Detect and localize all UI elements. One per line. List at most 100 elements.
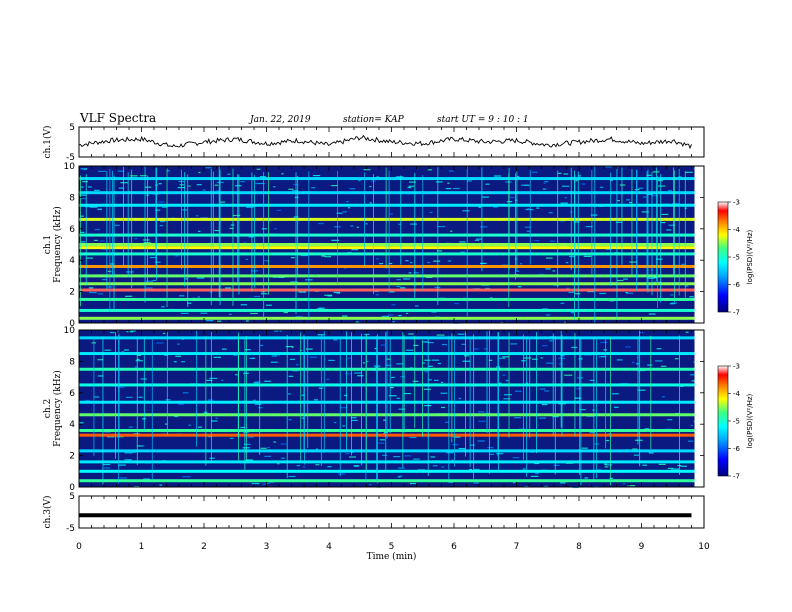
spectrogram-cell (585, 226, 593, 228)
colorbar-gradient (717, 365, 729, 477)
spectrogram-cell (458, 397, 461, 400)
spectrogram-cell (407, 186, 412, 189)
spectrogram-cell (444, 421, 450, 423)
spectrogram-cell (300, 254, 308, 257)
spectrogram-cell (321, 255, 326, 257)
spectrogram-cell (221, 379, 224, 381)
ch1-spectrogram-panel: 0 2 4 6 8 10 ch.1 Frequency (kHz) (43, 162, 705, 329)
spectrogram-cell (97, 375, 104, 377)
spectrogram-cell (667, 467, 674, 469)
spectrogram-cell (687, 440, 694, 442)
spectrogram-cell (118, 464, 126, 466)
spectrogram-cell (445, 188, 452, 190)
spectrogram-cell (642, 196, 647, 198)
ch1-colorbar: -3 -4 -5 -6 -7 log(PSD)(V²/Hz) (717, 199, 754, 317)
spectrogram-cell (542, 345, 548, 347)
spectrogram-cell (271, 355, 278, 357)
spectrogram-cell (345, 453, 349, 455)
spectrogram-cell (597, 469, 602, 471)
spectrogram-cell (205, 167, 212, 169)
spectrogram-cell (451, 459, 454, 461)
spectrogram-cell (637, 389, 646, 391)
spectrogram-cell (447, 260, 452, 262)
y-tick-label: 10 (64, 162, 76, 172)
frequency-band (79, 316, 695, 320)
spectrogram-cell (200, 217, 209, 219)
spectrogram-cell (215, 417, 218, 419)
spectrogram-cell (288, 475, 296, 478)
spectrogram-cell (447, 182, 450, 184)
spectrogram-cell (80, 168, 88, 170)
spectrogram-cell (94, 228, 100, 231)
spectrogram-cell (315, 448, 319, 450)
spectrogram-cell (143, 239, 150, 241)
spectrogram-cell (389, 213, 394, 215)
spectrogram-cell (381, 315, 390, 317)
spectrogram-cell (350, 225, 354, 227)
spectrogram-cell (493, 175, 502, 177)
spectrogram-cell (119, 477, 127, 479)
spectrogram-cell (288, 188, 294, 190)
colorbar-tick-label: -6 (733, 445, 741, 453)
spectrogram-cell (385, 364, 392, 366)
spectrogram-cell (363, 169, 371, 171)
spectrogram-cell (130, 330, 136, 332)
y-tick-label: 2 (69, 452, 75, 462)
spectrogram-cell (541, 403, 548, 406)
spectrogram-cell (627, 485, 636, 487)
spectrogram-cell (506, 200, 513, 203)
spectrogram-cell (188, 185, 191, 187)
spectrogram-cell (341, 315, 348, 317)
spectrogram-cell (512, 456, 520, 459)
spectrogram-cell (429, 211, 433, 214)
spectrogram-cell (114, 224, 120, 226)
frequency-band (79, 469, 695, 473)
spectrogram-cell (604, 463, 608, 465)
spectrogram-cell (389, 291, 395, 293)
spectrogram-cell (570, 312, 575, 314)
spectrogram-cell (616, 359, 623, 361)
spectrogram-cell (589, 379, 595, 382)
spectrogram-cell (185, 278, 188, 280)
spectrogram-cell (211, 420, 218, 422)
spectrogram-cell (539, 417, 546, 419)
spectrogram-cell (648, 452, 654, 454)
spectrogram-cell (97, 359, 103, 361)
spectrogram-cell (143, 478, 150, 480)
spectrogram-cell (545, 314, 551, 316)
spectrogram-cell (93, 396, 100, 398)
spectrogram-cell (469, 444, 475, 446)
spectrogram-cell (80, 241, 86, 243)
y-tick-label: 4 (69, 420, 75, 430)
spectrogram-cell (137, 354, 142, 356)
spectrogram-cell (441, 381, 444, 384)
spectrogram-cell (347, 357, 351, 359)
spectrogram-cell (161, 306, 165, 308)
spectrogram-cell (162, 332, 166, 335)
spectrogram-cell (242, 431, 249, 433)
spectrogram-cell (380, 344, 386, 346)
spectrogram-cell (685, 285, 689, 287)
frequency-band (79, 274, 695, 278)
spectrogram-cell (467, 180, 472, 182)
spectrogram-cell (264, 455, 271, 457)
spectrogram-cell (427, 342, 434, 344)
spectrogram-cell (428, 365, 433, 367)
spectrogram-cell (655, 360, 663, 362)
y-tick-label: 0 (69, 319, 75, 329)
frequency-band (79, 191, 695, 195)
spectrogram-cell (80, 197, 87, 200)
spectrogram-cell (454, 302, 460, 305)
spectrogram-cell (477, 440, 485, 442)
frequency-band (79, 252, 695, 256)
spectrogram-cell (253, 382, 259, 384)
spectrogram-cell (544, 181, 549, 183)
spectrogram-cell (441, 466, 445, 468)
spectrogram-cell (660, 365, 667, 367)
spectrogram-cell (337, 473, 346, 475)
spectrogram-cell (198, 171, 201, 174)
spectrogram-cell (658, 463, 666, 466)
x-tick-label: 3 (264, 542, 270, 552)
spectrogram-cell (517, 286, 522, 288)
spectrogram-cell (605, 439, 610, 442)
